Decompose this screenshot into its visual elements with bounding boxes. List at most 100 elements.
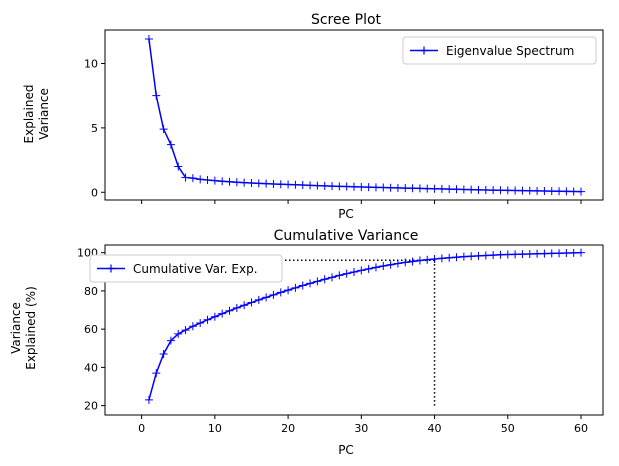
cumulative-variance-data-point bbox=[254, 295, 263, 304]
cumulative-variance-x-tick-label: 20 bbox=[281, 422, 295, 435]
cumulative-variance-data-point bbox=[437, 254, 446, 263]
scree-plot-legend-marker bbox=[420, 46, 428, 55]
cumulative-variance-y-axis-label: Variance Explained (%) bbox=[9, 286, 38, 370]
scree-plot-y-tick-label: 0 bbox=[91, 186, 98, 199]
cumulative-variance-markers bbox=[144, 248, 586, 404]
cumulative-variance-data-point bbox=[525, 249, 534, 258]
scree-plot-data-point bbox=[181, 173, 190, 182]
cumulative-variance-data-point bbox=[232, 303, 241, 312]
cumulative-variance-data-point bbox=[371, 263, 380, 272]
cumulative-variance-x-tick-label: 0 bbox=[138, 422, 145, 435]
scree-plot-data-point bbox=[328, 182, 337, 191]
cumulative-variance-data-point bbox=[474, 251, 483, 260]
cumulative-variance-data-point bbox=[569, 248, 578, 257]
cumulative-variance-data-point bbox=[196, 319, 205, 328]
scree-plot-data-point bbox=[276, 180, 285, 189]
scree-plot-data-point bbox=[555, 187, 564, 196]
scree-plot-data-point bbox=[342, 182, 351, 191]
scree-plot-legend: Eigenvalue Spectrum bbox=[402, 36, 597, 65]
scree-plot-ticks: 0 5 10 bbox=[84, 57, 582, 204]
cumulative-variance-legend-box bbox=[89, 254, 283, 283]
scree-plot-data-point bbox=[408, 184, 417, 193]
scree-plot-data-point bbox=[452, 185, 461, 194]
cumulative-variance-data-point bbox=[342, 269, 351, 278]
cumulative-variance-legend-label: Cumulative Var. Exp. bbox=[133, 262, 258, 276]
scree-plot-data-point bbox=[540, 186, 549, 195]
scree-plot-data-point bbox=[569, 187, 578, 196]
scree-plot-data-point bbox=[525, 186, 534, 195]
cumulative-variance-data-point bbox=[357, 266, 366, 275]
cumulative-variance-x-tick-label: 50 bbox=[501, 422, 515, 435]
cumulative-variance-data-point bbox=[159, 349, 168, 358]
scree-plot-data-point bbox=[298, 181, 307, 190]
cumulative-variance-data-point bbox=[188, 322, 197, 331]
scree-plot-data-point bbox=[423, 184, 432, 193]
scree-plot-data-point bbox=[533, 186, 542, 195]
cumulative-variance-legend-marker bbox=[107, 264, 115, 273]
cumulative-variance-y-tick-label: 40 bbox=[84, 361, 98, 374]
scree-plot-data-point bbox=[393, 183, 402, 192]
scree-plot-data-point bbox=[430, 184, 439, 193]
cumulative-variance-data-point bbox=[577, 248, 586, 257]
cumulative-variance-data-point bbox=[481, 251, 490, 260]
cumulative-variance-data-point bbox=[364, 264, 373, 273]
scree-plot-data-point bbox=[247, 179, 256, 187]
cumulative-variance-legend: Cumulative Var. Exp. bbox=[89, 254, 283, 283]
cumulative-variance-data-point bbox=[415, 256, 424, 265]
cumulative-variance-data-point bbox=[445, 253, 454, 262]
scree-plot-data-point bbox=[459, 185, 468, 194]
scree-plot-data-point bbox=[306, 181, 315, 190]
cumulative-variance-data-point bbox=[247, 298, 256, 307]
cumulative-variance-data-point bbox=[467, 252, 476, 261]
cumulative-variance-panel: Cumulative Variance Variance Explained (… bbox=[9, 228, 604, 457]
scree-plot-panel: Scree Plot Explained Variance PC 0 5 10 Ei… bbox=[22, 12, 604, 221]
scree-plot-title: Scree Plot bbox=[311, 12, 382, 28]
scree-plot-y-axis-label-line1: Explained bbox=[22, 85, 36, 144]
scree-plot-data-point bbox=[210, 176, 219, 185]
scree-plot-data-point bbox=[401, 184, 410, 193]
cumulative-variance-data-point bbox=[401, 258, 410, 267]
cumulative-variance-data-point bbox=[452, 253, 461, 262]
scree-plot-data-point bbox=[166, 140, 175, 149]
scree-plot-data-point bbox=[415, 184, 424, 193]
scree-plot-data-point bbox=[467, 185, 476, 194]
cumulative-variance-data-point bbox=[496, 250, 505, 259]
cumulative-variance-data-point bbox=[533, 249, 542, 258]
cumulative-variance-data-point bbox=[393, 259, 402, 268]
cumulative-variance-data-point bbox=[423, 255, 432, 264]
cumulative-variance-axes-frame bbox=[104, 244, 604, 416]
cumulative-variance-data-point bbox=[379, 262, 388, 271]
scree-plot-data-point bbox=[262, 179, 271, 188]
cumulative-variance-data-point bbox=[408, 257, 417, 266]
cumulative-variance-data-point bbox=[269, 290, 278, 299]
cumulative-variance-data-point bbox=[284, 286, 293, 295]
scree-plot-data-point bbox=[291, 180, 300, 189]
cumulative-variance-data-point bbox=[386, 260, 395, 269]
scree-plot-x-axis-label: PC bbox=[338, 207, 354, 221]
cumulative-variance-x-tick-label: 60 bbox=[574, 422, 588, 435]
scree-plot-y-tick-label: 10 bbox=[84, 57, 98, 70]
cumulative-variance-data-point bbox=[174, 329, 183, 338]
scree-plot-data-point bbox=[357, 182, 366, 191]
scree-plot-data-point bbox=[335, 182, 344, 191]
scree-plot-data-point bbox=[174, 162, 183, 171]
cumulative-variance-data-point bbox=[276, 288, 285, 297]
scree-plot-data-point bbox=[371, 183, 380, 192]
cumulative-variance-data-point bbox=[503, 250, 512, 259]
cumulative-variance-data-point bbox=[518, 250, 527, 259]
scree-plot-y-tick-label: 5 bbox=[91, 122, 98, 135]
cumulative-variance-data-point bbox=[144, 395, 153, 404]
scree-plot-data-point bbox=[254, 179, 263, 188]
cumulative-variance-data-point bbox=[291, 283, 300, 292]
scree-plot-legend-box bbox=[402, 36, 597, 65]
scree-plot-data-point bbox=[284, 180, 293, 189]
cumulative-variance-data-point bbox=[350, 267, 358, 276]
cumulative-variance-y-tick-label: 80 bbox=[84, 285, 98, 298]
scree-plot-data-point bbox=[496, 186, 505, 195]
cumulative-variance-x-tick-label: 30 bbox=[354, 422, 368, 435]
scree-plot-data-point bbox=[364, 183, 373, 192]
scree-plot-data-point bbox=[547, 187, 556, 196]
cumulative-variance-data-point bbox=[203, 315, 212, 324]
scree-plot-data-point bbox=[159, 125, 168, 134]
cumulative-variance-data-point bbox=[511, 250, 520, 259]
